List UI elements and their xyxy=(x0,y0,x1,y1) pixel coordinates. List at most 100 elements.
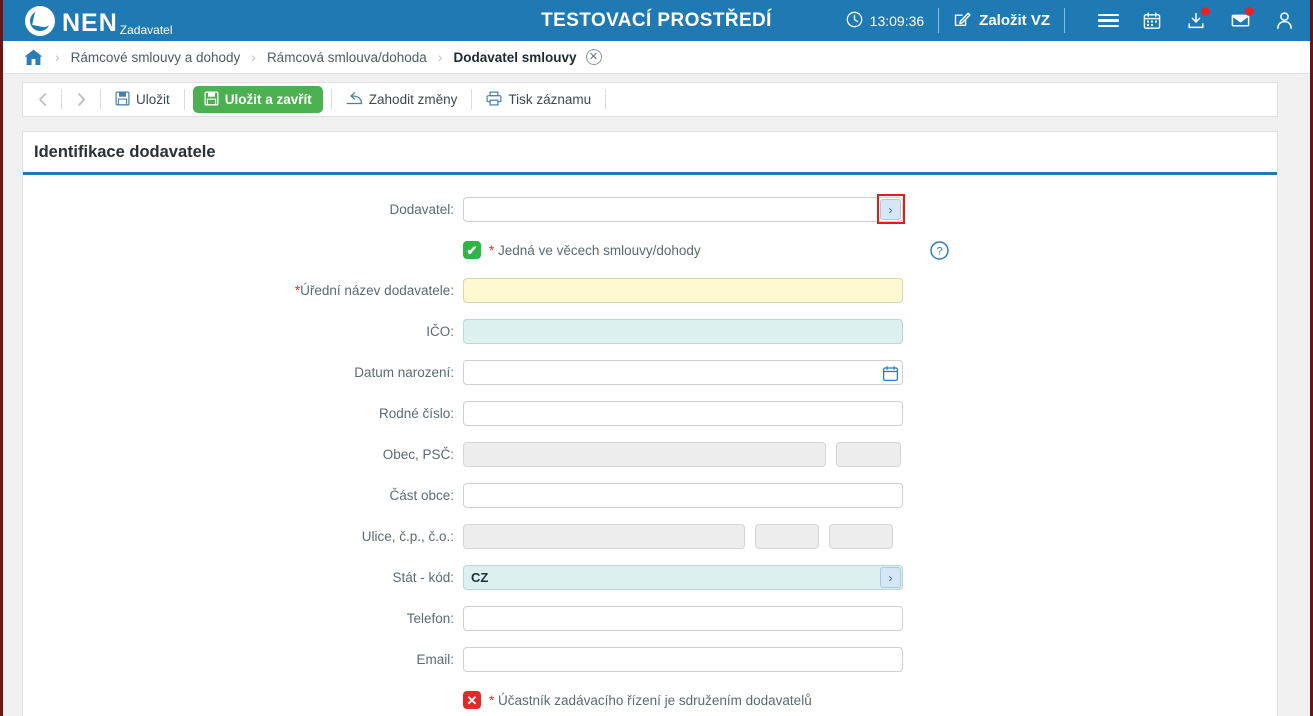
print-record-label: Tisk záznamu xyxy=(508,92,592,107)
field-label-city-part: Část obce: xyxy=(389,488,454,503)
form-row-acts-on-behalf: ✔ * Jedná ve věcech smlouvy/dohody ? xyxy=(23,230,1277,270)
clock-icon xyxy=(846,11,870,31)
supplier-association-text: Účastník zadávacího řízení je sdružením … xyxy=(498,692,812,708)
checkbox-unchecked-x-icon[interactable]: ✕ xyxy=(463,691,481,709)
create-vz-button[interactable]: Založit VZ xyxy=(953,10,1050,32)
phone-input[interactable] xyxy=(463,606,903,631)
breadcrumb: › Rámcové smlouvy a dohody › Rámcová sml… xyxy=(3,41,1310,74)
save-and-close-button[interactable]: Uložit a zavřít xyxy=(192,86,323,113)
toolbar-divider xyxy=(330,89,332,110)
close-icon[interactable]: ✕ xyxy=(585,49,602,65)
clock-time: 13:09:36 xyxy=(869,12,925,29)
inbox-download-icon[interactable] xyxy=(1181,6,1211,36)
save-label: Uložit xyxy=(136,92,170,107)
right-edge-strip xyxy=(1310,0,1313,716)
brand-subtitle: Zadavatel xyxy=(119,22,173,37)
save-disk-icon xyxy=(115,91,136,109)
create-vz-label: Založit VZ xyxy=(979,12,1050,29)
form-row-phone: Telefon: xyxy=(23,598,1277,639)
undo-arrow-icon xyxy=(346,91,369,109)
breadcrumb-separator: › xyxy=(55,49,60,65)
header-actions: 13:09:36 Založit VZ xyxy=(846,0,1313,41)
toolbar-divider xyxy=(471,89,473,110)
app-header: NEN Zadavatel TESTOVACÍ PROSTŘEDÍ 13:09:… xyxy=(0,0,1313,41)
acts-on-behalf-label: * Jedná ve věcech smlouvy/dohody xyxy=(489,243,701,258)
breadcrumb-separator: › xyxy=(437,49,443,65)
user-account-icon[interactable] xyxy=(1269,6,1299,36)
country-code-lookup-button[interactable]: › xyxy=(880,567,901,588)
print-record-button[interactable]: Tisk záznamu xyxy=(480,87,597,113)
breadcrumb-item-framework-contracts[interactable]: Rámcové smlouvy a dohody xyxy=(70,49,241,65)
toolbar-divider xyxy=(100,89,101,110)
ico-input[interactable] xyxy=(463,319,903,344)
notification-badge xyxy=(1245,6,1254,16)
breadcrumb-item-supplier: Dodavatel smlouvy xyxy=(453,49,577,65)
form-row-ico: IČO: xyxy=(23,311,1277,352)
breadcrumb-separator: › xyxy=(251,49,256,65)
clock: 13:09:36 xyxy=(846,11,925,31)
required-asterisk: * xyxy=(489,692,495,708)
nen-logo-icon xyxy=(25,5,55,36)
checkbox-checked-icon[interactable]: ✔ xyxy=(463,241,481,259)
required-asterisk: * xyxy=(294,283,301,298)
field-label-dodavatel: Dodavatel: xyxy=(389,202,454,217)
help-circle-icon[interactable]: ? xyxy=(929,240,950,261)
email-input[interactable] xyxy=(463,647,903,672)
city-part-input[interactable] xyxy=(463,483,903,508)
breadcrumb-item-framework-contract[interactable]: Rámcová smlouva/dohoda xyxy=(266,49,427,65)
nav-back-button[interactable] xyxy=(31,87,53,113)
notification-badge xyxy=(1201,6,1210,16)
required-asterisk: * xyxy=(489,242,495,258)
save-button[interactable]: Uložit xyxy=(109,87,176,113)
record-toolbar: Uložit Uložit a zavřít Z xyxy=(22,82,1278,117)
country-code-input[interactable] xyxy=(463,565,903,590)
page-title: TESTOVACÍ PROSTŘEDÍ xyxy=(541,9,772,31)
printer-icon xyxy=(486,91,508,109)
calendar-icon[interactable] xyxy=(1137,6,1167,36)
panel-header: Identifikace dodavatele xyxy=(23,132,1277,175)
discard-changes-label: Zahodit změny xyxy=(368,92,458,107)
acts-on-behalf-text: Jedná ve věcech smlouvy/dohody xyxy=(498,242,701,258)
field-label-official-name-text: Úřední název dodavatele: xyxy=(300,283,454,298)
mail-icon[interactable] xyxy=(1225,6,1255,36)
zip-input[interactable] xyxy=(836,442,901,467)
calendar-icon[interactable] xyxy=(881,364,899,382)
birth-number-input[interactable] xyxy=(463,401,903,426)
form-row-official-name: *Úřední název dodavatele: xyxy=(23,270,1277,311)
city-input[interactable] xyxy=(463,442,826,467)
edit-square-icon xyxy=(953,10,979,32)
form-row-street: Ulice, č.p., č.o.: xyxy=(23,516,1277,557)
street-input[interactable] xyxy=(463,524,745,549)
field-label-city-zip: Obec, PSČ: xyxy=(382,447,454,462)
dodavatel-input[interactable] xyxy=(463,197,903,222)
toolbar-divider xyxy=(183,89,185,110)
field-label-birth-number: Rodné číslo: xyxy=(378,406,454,421)
supplier-identification-panel: Identifikace dodavatele Dodavatel: › ✔ *… xyxy=(22,131,1278,716)
discard-changes-button[interactable]: Zahodit změny xyxy=(340,87,464,113)
house-number-input[interactable] xyxy=(755,524,819,549)
orientation-number-input[interactable] xyxy=(829,524,893,549)
dodavatel-lookup-button[interactable]: › xyxy=(880,199,901,220)
supplier-association-label: * Účastník zadávacího řízení je sdružení… xyxy=(489,693,812,708)
field-label-birth-date: Datum narození: xyxy=(354,365,454,380)
form-row-birth-number: Rodné číslo: xyxy=(23,393,1277,434)
home-icon[interactable] xyxy=(23,48,44,67)
svg-text:?: ? xyxy=(936,245,942,257)
brand-logo[interactable]: NEN Zadavatel xyxy=(25,5,173,37)
brand-name: NEN xyxy=(62,8,118,37)
toolbar-divider xyxy=(61,89,62,110)
birth-date-input[interactable] xyxy=(463,360,903,385)
form-row-supplier-association: ✕ * Účastník zadávacího řízení je sdruže… xyxy=(23,680,1277,716)
hamburger-menu-icon[interactable] xyxy=(1093,6,1123,36)
header-divider-2 xyxy=(1064,8,1065,33)
field-label-phone: Telefon: xyxy=(406,611,454,626)
field-label-ico: IČO: xyxy=(426,324,454,339)
official-name-input[interactable] xyxy=(463,278,903,303)
panel-title: Identifikace dodavatele xyxy=(34,142,216,161)
form-row-email: Email: xyxy=(23,639,1277,680)
field-label-official-name: *Úřední název dodavatele: xyxy=(23,283,463,298)
header-divider-1 xyxy=(938,8,940,33)
nav-forward-button[interactable] xyxy=(70,87,92,113)
field-label-street: Ulice, č.p., č.o.: xyxy=(361,529,454,544)
